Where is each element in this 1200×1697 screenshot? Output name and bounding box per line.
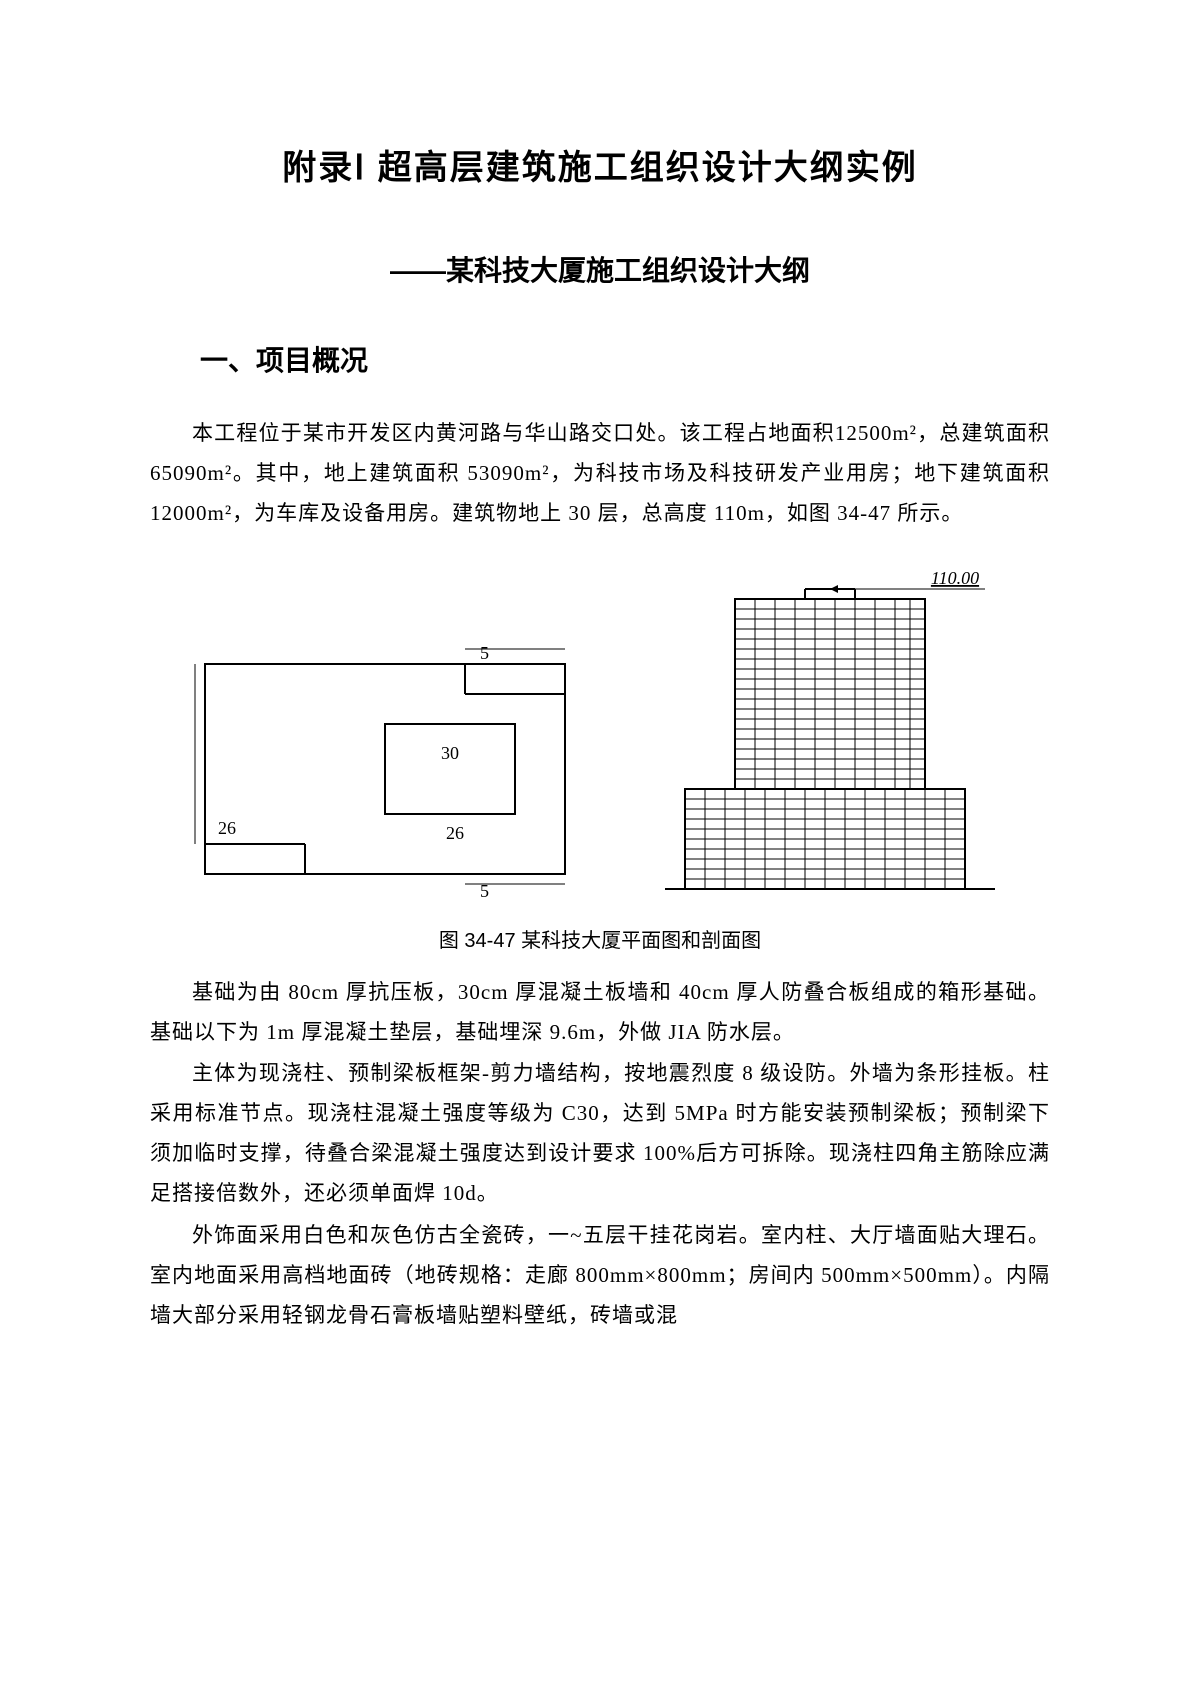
section-view-figure: 110.00	[655, 559, 1015, 909]
plan-dim-top: 5	[480, 643, 489, 663]
appendix-title: 附录Ⅰ 超高层建筑施工组织设计大纲实例	[150, 140, 1050, 189]
plan-dim-left: 26	[218, 818, 236, 838]
document-subtitle: ——某科技大厦施工组织设计大纲	[150, 249, 1050, 289]
section-1-heading: 一、项目概况	[200, 339, 1050, 379]
figures-container: 5 30 26 26 5 110.00	[150, 559, 1050, 909]
plan-dim-right: 26	[446, 823, 464, 843]
paragraph-1: 本工程位于某市开发区内黄河路与华山路交口处。该工程占地面积12500m²，总建筑…	[150, 414, 1050, 534]
section-height-label: 110.00	[931, 568, 979, 588]
paragraph-4: 外饰面采用白色和灰色仿古全瓷砖，一~五层干挂花岗岩。室内柱、大厅墙面贴大理石。室…	[150, 1216, 1050, 1336]
paragraph-2: 基础为由 80cm 厚抗压板，30cm 厚混凝土板墙和 40cm 厚人防叠合板组…	[150, 973, 1050, 1053]
plan-view-figure: 5 30 26 26 5	[185, 629, 585, 909]
figure-caption: 图 34-47 某科技大厦平面图和剖面图	[150, 924, 1050, 953]
paragraph-3: 主体为现浇柱、预制梁板框架-剪力墙结构，按地震烈度 8 级设防。外墙为条形挂板。…	[150, 1054, 1050, 1214]
plan-dim-mid: 30	[441, 743, 459, 763]
